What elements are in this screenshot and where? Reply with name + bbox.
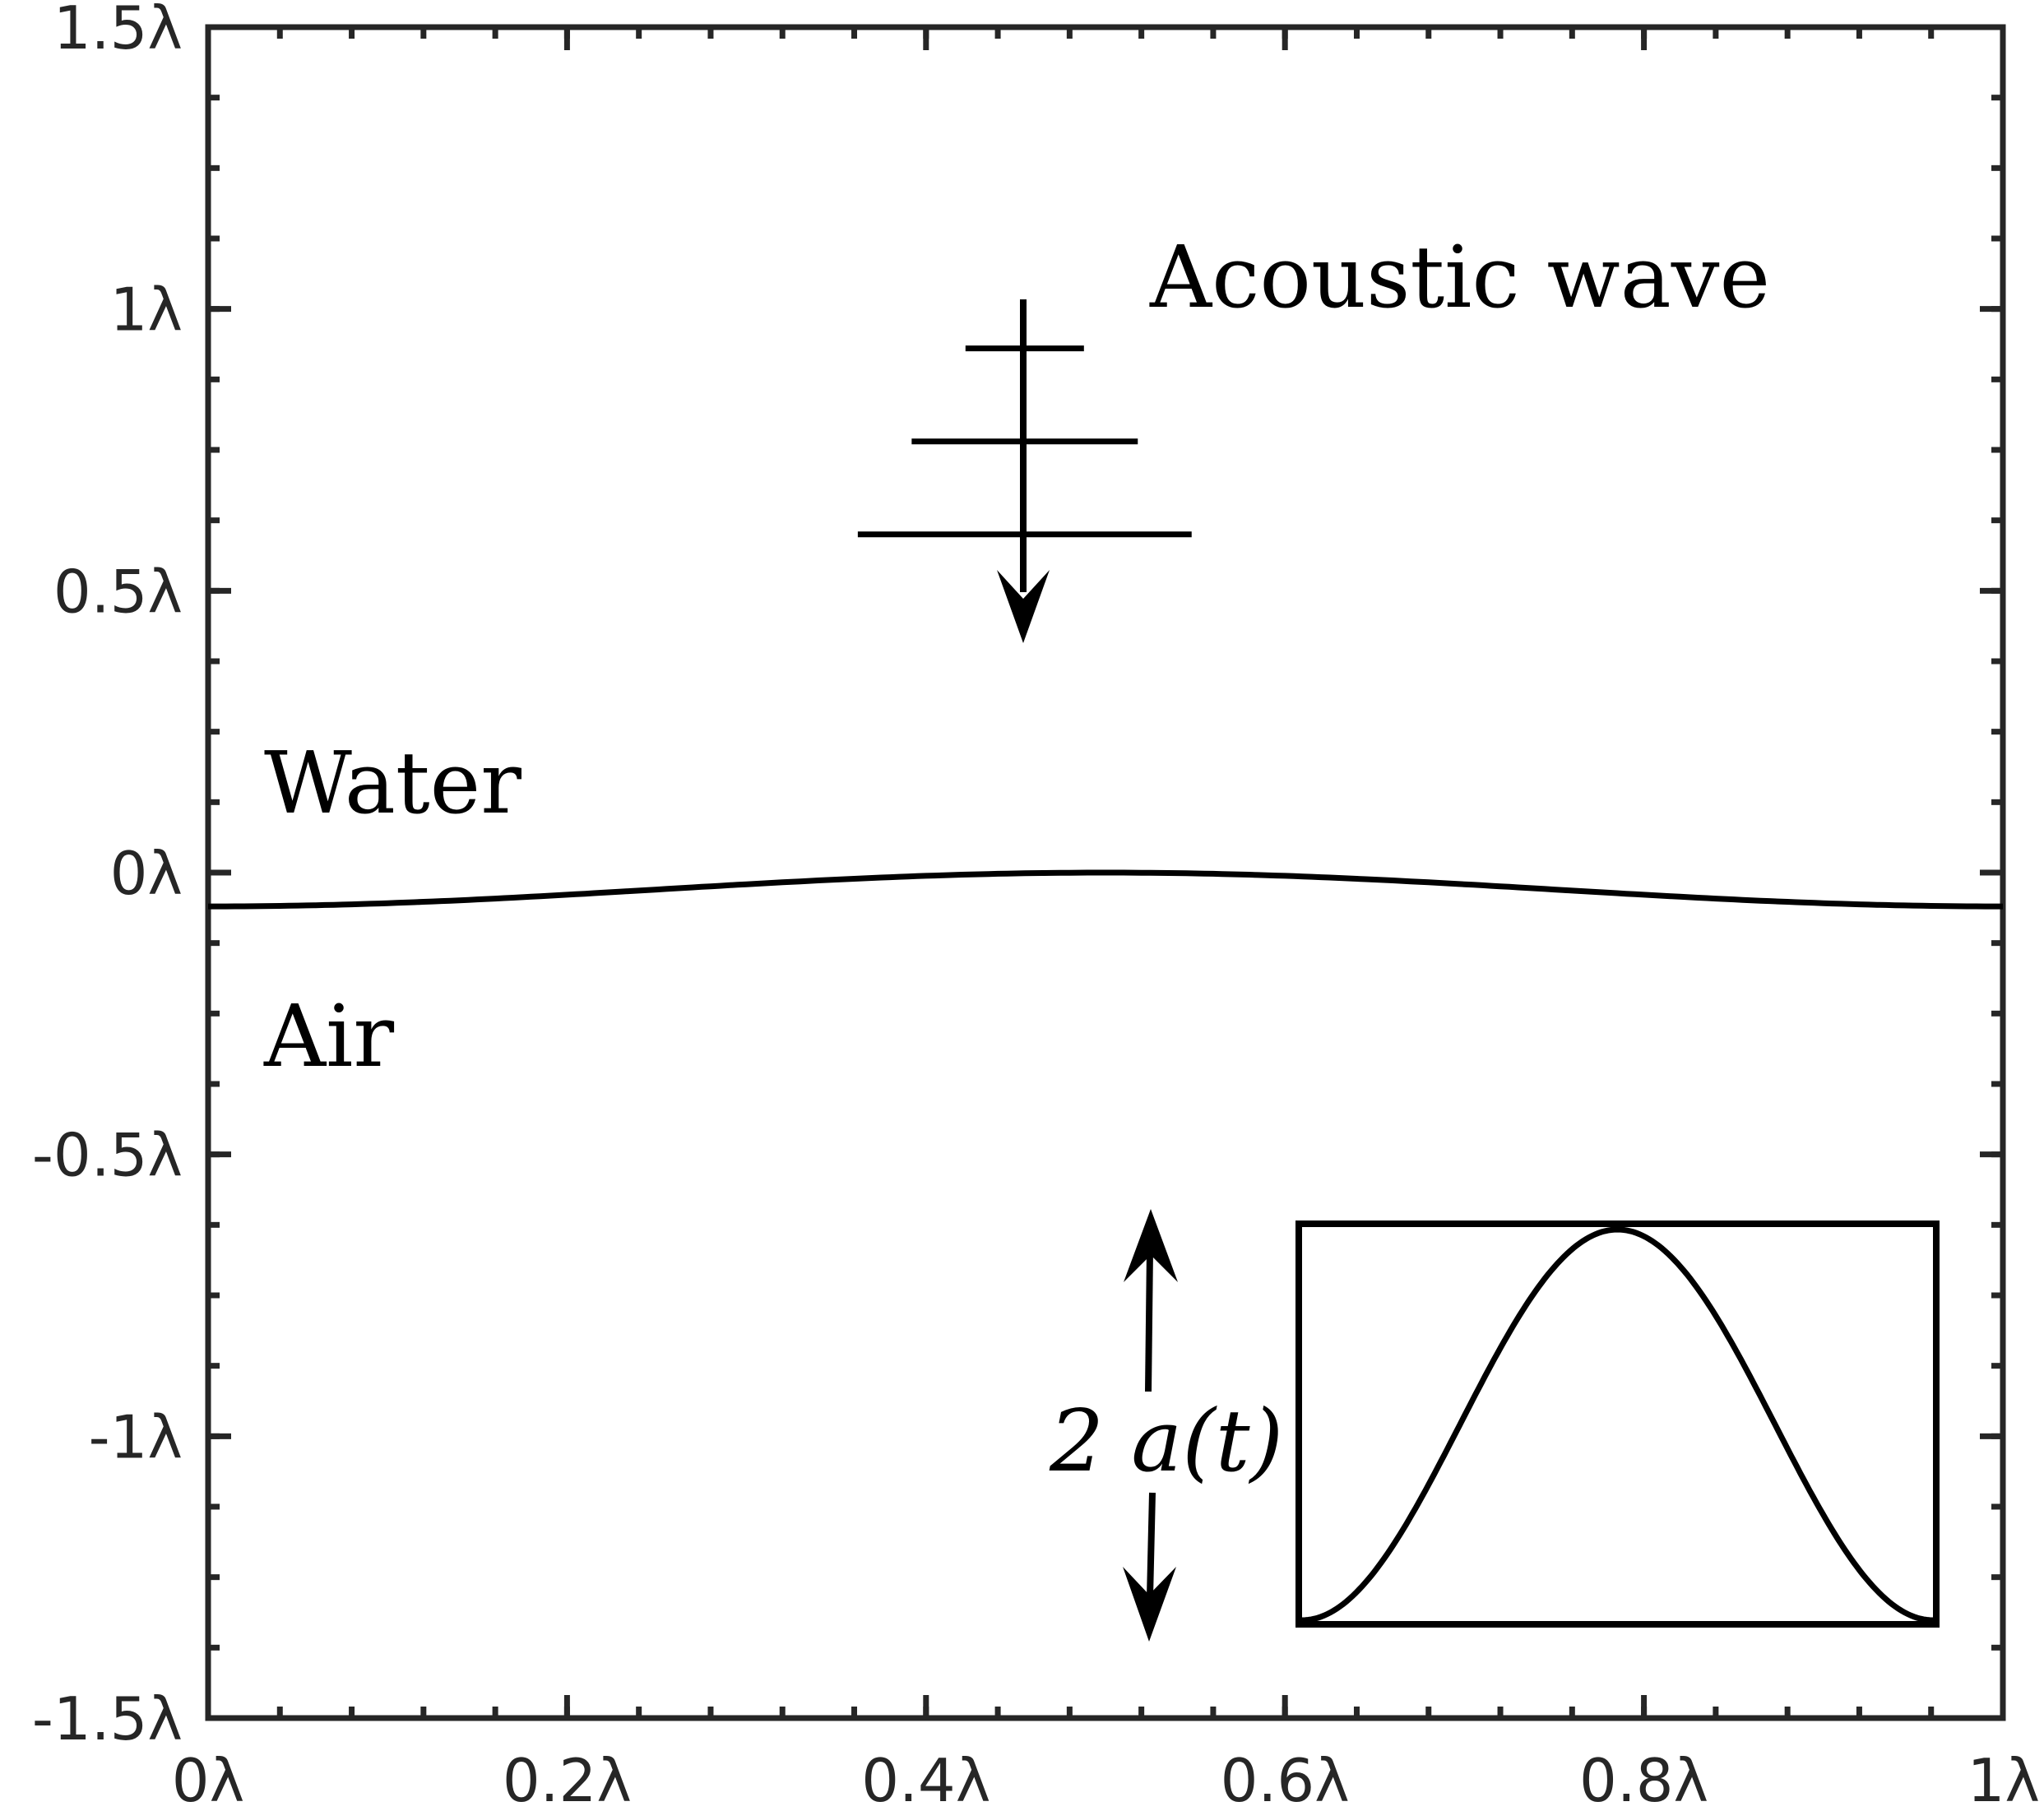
x-tick-label: 1λ — [1968, 1746, 2040, 1811]
amplitude-label: 2 a(t) — [1049, 1391, 1283, 1491]
y-tick-label: 0λ — [110, 839, 183, 908]
y-tick-label: 0.5λ — [53, 557, 183, 626]
acoustic-wave-label: Acoustic wave — [1149, 227, 1770, 327]
x-tick-label: 0.2λ — [503, 1746, 632, 1811]
amplitude-arrow-up-head — [1124, 1209, 1178, 1282]
x-tick-labels: 0λ 0.2λ 0.4λ 0.6λ 0.8λ 1λ — [172, 1746, 2040, 1811]
x-tick-label: 0.4λ — [861, 1746, 990, 1811]
inset-frame — [1295, 1220, 1940, 1628]
air-label: Air — [263, 986, 394, 1086]
amplitude-arrow-lower-shaft — [1147, 1492, 1156, 1598]
x-tick-label: 0.8λ — [1579, 1746, 1708, 1811]
inset-plot — [1295, 1220, 1940, 1628]
x-tick-label: 0.6λ — [1221, 1746, 1350, 1811]
water-label: Water — [264, 733, 521, 833]
amplitude-arrow-upper-shaft — [1145, 1249, 1153, 1392]
y-tick-label: -1.5λ — [32, 1684, 183, 1753]
y-tick-label: -0.5λ — [32, 1121, 183, 1190]
plot-area-frame — [205, 24, 2006, 1721]
y-tick-label: 1λ — [110, 276, 183, 345]
amplitude-arrow-down-head — [1123, 1567, 1176, 1642]
propagation-arrow-head — [997, 570, 1050, 643]
surface-line — [208, 869, 2003, 910]
inset-curve — [1301, 1226, 1934, 1623]
amplitude-arrow — [1123, 1209, 1178, 1642]
wavefront-group — [857, 299, 1192, 643]
y-tick-label: 1.5λ — [53, 0, 183, 63]
x-tick-label: 0λ — [172, 1746, 244, 1811]
y-tick-label: -1λ — [89, 1402, 183, 1471]
y-tick-labels: 1.5λ 1λ 0.5λ 0λ -0.5λ -1λ -1.5λ — [32, 0, 183, 1753]
